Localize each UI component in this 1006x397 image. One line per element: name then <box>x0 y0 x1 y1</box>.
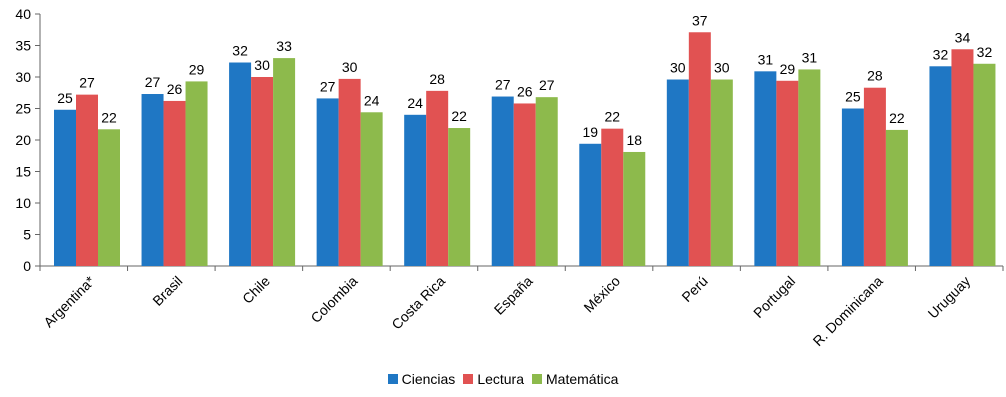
bar-matematica <box>535 97 558 266</box>
x-tick-label: R. Dominicana <box>810 273 886 349</box>
legend-item-ciencias: Ciencias <box>387 371 456 387</box>
bar-lectura <box>601 128 624 266</box>
data-label-matematica: 29 <box>189 61 205 77</box>
data-label-lectura: 27 <box>79 75 95 91</box>
x-tick-label: Brasil <box>149 273 185 309</box>
bar-ciencias <box>666 79 689 267</box>
data-label-lectura: 30 <box>342 59 358 75</box>
y-tick-label: 30 <box>15 69 31 85</box>
legend-label-matematica: Matemática <box>546 371 619 387</box>
bar-lectura <box>776 80 799 266</box>
bar-lectura <box>863 87 886 267</box>
data-label-ciencias: 19 <box>582 124 598 140</box>
x-tick-label: Argentina* <box>40 272 98 330</box>
bar-matematica <box>623 151 646 266</box>
bar-ciencias <box>929 66 952 266</box>
bar-ciencias <box>579 143 602 266</box>
data-label-ciencias: 32 <box>232 43 248 59</box>
bar-lectura <box>76 94 98 266</box>
bar-matematica <box>360 112 383 266</box>
y-tick-label: 0 <box>23 258 31 274</box>
bar-matematica <box>885 129 908 266</box>
legend-item-matematica: Matemática <box>532 371 618 387</box>
data-label-matematica: 24 <box>364 92 380 108</box>
legend-item-lectura: Lectura <box>463 371 524 387</box>
bar-matematica <box>710 79 733 267</box>
x-tick-label: México <box>580 273 623 316</box>
legend-swatch-matematica <box>532 374 543 384</box>
bar-matematica <box>798 69 821 266</box>
data-label-matematica: 27 <box>539 77 555 93</box>
bar-matematica <box>973 63 996 266</box>
data-label-lectura: 30 <box>254 57 270 73</box>
data-label-lectura: 37 <box>692 12 708 28</box>
data-label-lectura: 28 <box>429 71 445 87</box>
data-label-matematica: 32 <box>977 44 993 60</box>
bar-lectura <box>426 90 449 266</box>
y-tick-label: 25 <box>15 101 31 117</box>
data-label-lectura: 22 <box>604 109 620 125</box>
data-label-lectura: 28 <box>867 68 883 84</box>
data-label-ciencias: 25 <box>845 89 861 105</box>
data-label-ciencias: 30 <box>670 60 686 76</box>
bar-lectura <box>513 103 536 267</box>
bar-lectura <box>251 77 274 266</box>
x-tick-label: Portugal <box>750 273 798 321</box>
bar-lectura <box>688 32 711 266</box>
bar-ciencias <box>404 114 427 266</box>
bar-matematica <box>98 129 120 266</box>
bar-ciencias <box>491 96 514 266</box>
y-tick-label: 15 <box>15 164 31 180</box>
y-tick-label: 20 <box>15 132 31 148</box>
bar-ciencias <box>141 94 164 266</box>
bar-matematica <box>448 128 471 266</box>
x-tick-label: Perú <box>678 273 710 305</box>
data-label-ciencias: 24 <box>407 95 423 111</box>
bar-chart: 0 5 10 15 20 25 30 35 40 25 27 22 Argentina* 27 26 29 Br… <box>15 6 1004 349</box>
data-label-matematica: 31 <box>802 49 818 65</box>
bar-ciencias <box>841 108 864 266</box>
x-tick-label: Chile <box>239 273 273 307</box>
bar-lectura <box>951 49 974 266</box>
data-label-ciencias: 27 <box>495 77 511 93</box>
bar-matematica <box>273 58 296 266</box>
legend-label-ciencias: Ciencias <box>401 371 456 387</box>
data-label-lectura: 34 <box>955 29 971 45</box>
bar-ciencias <box>54 109 76 266</box>
data-label-lectura: 29 <box>780 61 796 77</box>
bar-ciencias <box>754 71 777 266</box>
data-label-ciencias: 27 <box>320 78 336 94</box>
data-label-lectura: 26 <box>517 83 533 99</box>
x-tick-label: Costa Rica <box>388 273 448 333</box>
bar-lectura <box>163 100 186 266</box>
x-tick-label: España <box>491 273 536 318</box>
legend-label-lectura: Lectura <box>477 371 525 387</box>
data-label-matematica: 30 <box>714 60 730 76</box>
bar-lectura <box>338 78 361 266</box>
legend-swatch-ciencias <box>387 374 398 384</box>
data-label-matematica: 22 <box>889 110 905 126</box>
x-tick-label: Colombia <box>307 273 360 326</box>
data-label-matematica: 22 <box>451 108 467 124</box>
y-tick-label: 40 <box>15 6 31 22</box>
legend-swatch-lectura <box>463 374 474 384</box>
y-tick-label: 35 <box>15 38 31 54</box>
data-label-lectura: 26 <box>167 81 183 97</box>
data-label-ciencias: 27 <box>145 74 161 90</box>
bar-ciencias <box>229 62 252 267</box>
bar-ciencias <box>316 98 339 266</box>
data-label-ciencias: 32 <box>933 46 949 62</box>
y-tick-label: 10 <box>15 195 31 211</box>
data-label-matematica: 18 <box>626 132 642 148</box>
data-label-ciencias: 31 <box>758 51 774 67</box>
data-label-ciencias: 25 <box>57 90 73 106</box>
y-tick-label: 5 <box>23 227 31 243</box>
x-tick-label: Uruguay <box>925 273 974 322</box>
bar-matematica <box>185 81 208 266</box>
legend: Ciencias Lectura Matemática <box>0 371 1006 387</box>
data-label-matematica: 22 <box>101 109 117 125</box>
data-label-matematica: 33 <box>276 38 292 54</box>
